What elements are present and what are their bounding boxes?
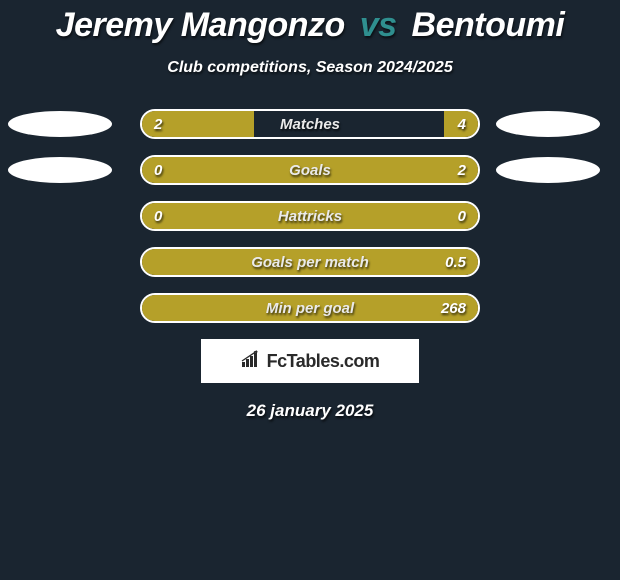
stat-value-right: 0 — [458, 203, 466, 229]
stat-bar-track: 24Matches — [140, 109, 480, 139]
player1-badge — [8, 111, 112, 137]
stat-row: 24Matches — [0, 109, 620, 139]
stat-bar-track: 00Hattricks — [140, 201, 480, 231]
subtitle: Club competitions, Season 2024/2025 — [0, 59, 620, 77]
stat-value-left: 0 — [154, 203, 162, 229]
stat-value-right: 0.5 — [445, 249, 466, 275]
stat-bar-track: 0.5Goals per match — [140, 247, 480, 277]
stat-bar-left — [142, 203, 478, 229]
stat-bar-track: 268Min per goal — [140, 293, 480, 323]
stat-value-right: 4 — [458, 111, 466, 137]
stat-bar-left — [142, 249, 478, 275]
stat-value-right: 2 — [458, 157, 466, 183]
player2-badge — [496, 111, 600, 137]
vs-separator: vs — [354, 6, 403, 44]
stats-chart: 24Matches02Goals00Hattricks0.5Goals per … — [0, 109, 620, 323]
player2-badge — [496, 157, 600, 183]
date-label: 26 january 2025 — [0, 401, 620, 421]
logo-box: FcTables.com — [201, 339, 419, 383]
stat-value-right: 268 — [441, 295, 466, 321]
player1-badge — [8, 157, 112, 183]
player1-name: Jeremy Mangonzo — [56, 6, 345, 44]
stat-bar-left — [142, 157, 478, 183]
stat-bar-left — [142, 295, 478, 321]
stat-value-left: 0 — [154, 157, 162, 183]
player2-name: Bentoumi — [412, 6, 565, 44]
stat-row: 02Goals — [0, 155, 620, 185]
stat-value-left: 2 — [154, 111, 162, 137]
stat-row: 0.5Goals per match — [0, 247, 620, 277]
logo-text: FcTables.com — [267, 351, 380, 372]
bar-chart-icon — [241, 350, 263, 373]
stat-bar-track: 02Goals — [140, 155, 480, 185]
stat-row: 00Hattricks — [0, 201, 620, 231]
comparison-title: Jeremy Mangonzo vs Bentoumi — [0, 0, 620, 45]
stat-row: 268Min per goal — [0, 293, 620, 323]
